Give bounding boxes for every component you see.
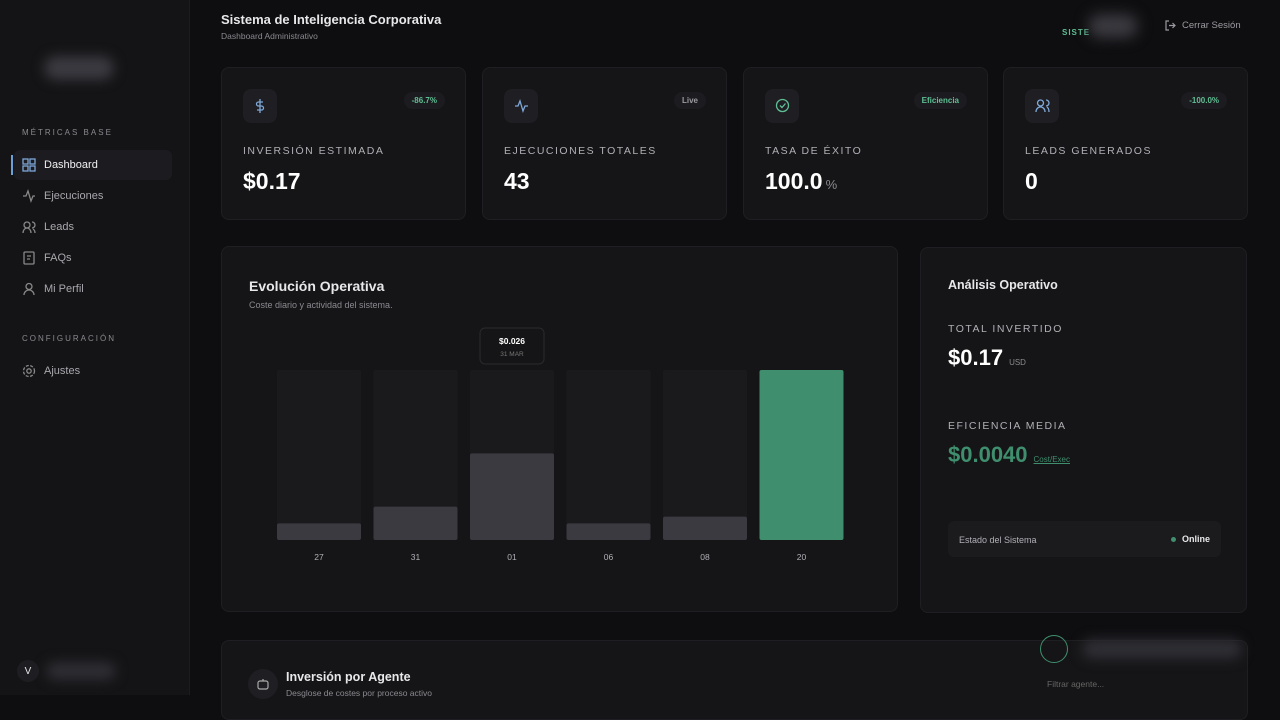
card-value: 100.0 bbox=[765, 168, 823, 194]
card-value-row: 100.0% bbox=[765, 168, 837, 195]
nav-label: Ejecuciones bbox=[44, 190, 104, 202]
section-title: CONFIGURACIÓN bbox=[22, 334, 116, 343]
nav-label: Leads bbox=[44, 221, 74, 233]
status-row: Estado del Sistema Online bbox=[948, 521, 1221, 557]
kpi-card: -86.7% INVERSIÓN ESTIMADA $0.17 bbox=[221, 67, 466, 220]
analysis-title: Análisis Operativo bbox=[948, 278, 1058, 292]
card-badge: Live bbox=[673, 92, 706, 109]
agents-panel: Inversión por Agente Desglose de costes … bbox=[221, 635, 1248, 720]
x-tick-label: 01 bbox=[507, 552, 517, 562]
refresh-button[interactable] bbox=[1040, 635, 1068, 663]
nav-item[interactable]: Mi Perfil bbox=[14, 274, 172, 304]
card-badge: -100.0% bbox=[1181, 92, 1227, 109]
x-tick-label: 27 bbox=[314, 552, 324, 562]
kpi-card: -100.0% LEADS GENERADOS 0 bbox=[1003, 67, 1248, 220]
chart-subtitle: Coste diario y actividad del sistema. bbox=[249, 300, 393, 310]
card-value: 43 bbox=[504, 168, 530, 194]
nav-label: Mi Perfil bbox=[44, 283, 84, 295]
bar-track bbox=[373, 370, 458, 540]
section-title: MÉTRICAS BASE bbox=[22, 128, 113, 137]
bar bbox=[759, 370, 844, 540]
blurred-control bbox=[1082, 639, 1242, 659]
status-label: Estado del Sistema bbox=[959, 535, 1037, 545]
agent-filter[interactable]: Filtrar agente... bbox=[1047, 679, 1105, 689]
bar bbox=[470, 453, 554, 540]
logout-label: Cerrar Sesión bbox=[1182, 20, 1241, 31]
page: MÉTRICAS BASE Dashboard Ejecuciones Lead… bbox=[0, 0, 1248, 720]
card-value: 0 bbox=[1025, 168, 1038, 194]
bar-track bbox=[663, 370, 747, 540]
efficiency-unit: Cost/Exec bbox=[1033, 455, 1070, 464]
card-badge: Eficiencia bbox=[913, 92, 967, 109]
bar bbox=[277, 523, 361, 540]
x-tick-label: 08 bbox=[700, 552, 710, 562]
page-title: Sistema de Inteligencia Corporativa bbox=[221, 12, 442, 27]
system-status: SISTE bbox=[1062, 28, 1091, 37]
card-label: TASA DE ÉXITO bbox=[765, 145, 863, 157]
card-icon bbox=[1025, 89, 1059, 123]
total-label: TOTAL INVERTIDO bbox=[948, 323, 1063, 335]
x-tick-label: 06 bbox=[604, 552, 614, 562]
chart-panel: Evolución Operativa Coste diario y activ… bbox=[221, 246, 898, 612]
card-badge: -86.7% bbox=[403, 92, 445, 109]
bar bbox=[663, 516, 747, 540]
nav-item[interactable]: Dashboard bbox=[14, 150, 172, 180]
chart-title: Evolución Operativa bbox=[249, 278, 385, 294]
icon bbox=[1034, 99, 1050, 113]
x-tick-label: 31 bbox=[411, 552, 421, 562]
agent-icon bbox=[248, 669, 278, 699]
card-icon bbox=[243, 89, 277, 123]
bar-chart: 27 31 01 06 08 20 $0.026 31 MAR bbox=[277, 327, 844, 562]
user-avatar[interactable]: V bbox=[17, 660, 39, 682]
nav-label: Dashboard bbox=[44, 159, 98, 171]
card-label: LEADS GENERADOS bbox=[1025, 145, 1152, 157]
bar-track bbox=[277, 370, 361, 540]
bar bbox=[373, 506, 458, 540]
tooltip-value: $0.026 bbox=[499, 336, 525, 346]
kpi-card: Eficiencia TASA DE ÉXITO 100.0% bbox=[743, 67, 988, 220]
icon bbox=[775, 98, 789, 113]
analysis-panel: Análisis Operativo TOTAL INVERTIDO $0.17… bbox=[920, 247, 1247, 613]
efficiency-label: EFICIENCIA MEDIA bbox=[948, 420, 1067, 432]
card-label: EJECUCIONES TOTALES bbox=[504, 145, 657, 157]
tooltip-date: 31 MAR bbox=[500, 351, 524, 358]
card-icon bbox=[765, 89, 799, 123]
nav-item[interactable]: FAQs bbox=[14, 243, 172, 273]
nav-label: FAQs bbox=[44, 252, 72, 264]
page-subtitle: Dashboard Administrativo bbox=[221, 31, 318, 41]
card-value-row: $0.17 bbox=[243, 168, 301, 195]
status-value: Online bbox=[1182, 534, 1211, 544]
sidebar: MÉTRICAS BASE Dashboard Ejecuciones Lead… bbox=[0, 0, 190, 695]
card-value-row: 43 bbox=[504, 168, 530, 195]
card-label: INVERSIÓN ESTIMADA bbox=[243, 145, 385, 157]
nav-label: Ajustes bbox=[44, 365, 81, 377]
bar bbox=[566, 523, 651, 540]
card-unit: % bbox=[825, 177, 838, 192]
status-dot bbox=[1171, 537, 1176, 542]
logout-button[interactable]: Cerrar Sesión bbox=[1165, 20, 1241, 31]
active-indicator bbox=[11, 155, 13, 175]
tooltip-box bbox=[479, 327, 545, 365]
icon bbox=[514, 99, 528, 113]
nav-item[interactable]: Ajustes bbox=[14, 356, 172, 386]
efficiency-value: $0.0040 bbox=[948, 442, 1028, 467]
user-blur bbox=[46, 662, 116, 680]
card-value-row: 0 bbox=[1025, 168, 1038, 195]
total-value: $0.17 bbox=[948, 345, 1004, 370]
icon bbox=[255, 99, 264, 113]
total-unit: USD bbox=[1009, 358, 1026, 367]
agents-subtitle: Desglose de costes por proceso activo bbox=[286, 688, 432, 698]
bar-track bbox=[566, 370, 651, 540]
nav-item[interactable]: Ejecuciones bbox=[14, 181, 172, 211]
logo-blur bbox=[44, 56, 114, 80]
card-value: $0.17 bbox=[243, 168, 301, 194]
status-blur bbox=[1088, 14, 1138, 38]
x-tick-label: 20 bbox=[797, 552, 807, 562]
agents-title: Inversión por Agente bbox=[286, 670, 411, 684]
nav-item[interactable]: Leads bbox=[14, 212, 172, 242]
kpi-card: Live EJECUCIONES TOTALES 43 bbox=[482, 67, 727, 220]
card-icon bbox=[504, 89, 538, 123]
